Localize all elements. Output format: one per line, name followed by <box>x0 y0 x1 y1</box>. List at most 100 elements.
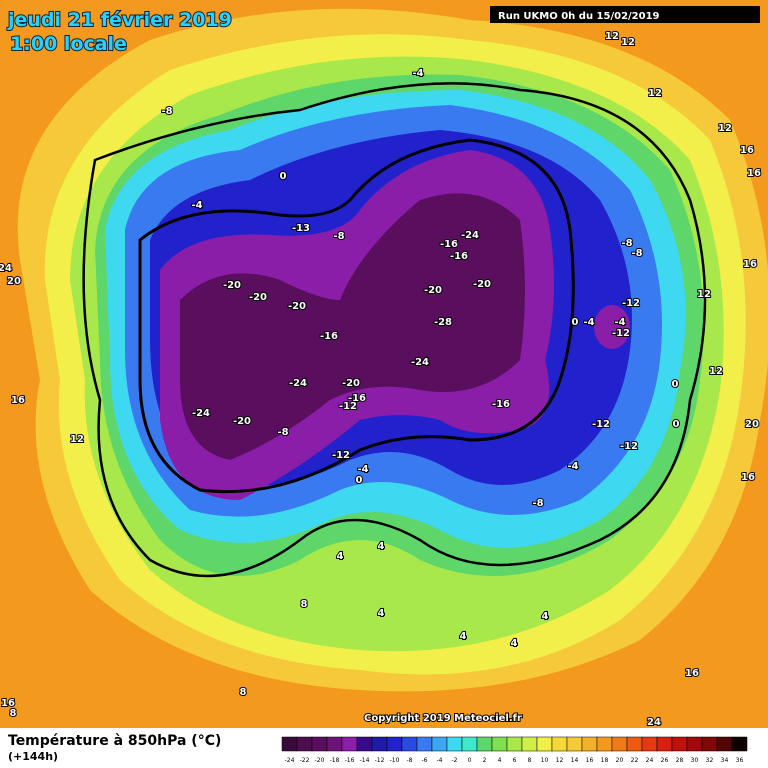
contour-label: -8 <box>621 238 632 249</box>
contour-label: 16 <box>747 168 761 179</box>
scale-tick: 8 <box>528 757 532 764</box>
scale-swatch <box>296 736 313 752</box>
contour-label: 8 <box>240 687 247 698</box>
contour-label: 4 <box>378 608 385 619</box>
scale-tick: 28 <box>676 757 684 764</box>
scale-swatch <box>656 736 673 752</box>
scale-swatch <box>611 736 628 752</box>
contour-label: -16 <box>492 399 510 410</box>
scale-tick: 26 <box>661 757 669 764</box>
contour-label: 4 <box>511 638 518 649</box>
contour-label: 4 <box>460 631 467 642</box>
scale-tick: 22 <box>631 757 639 764</box>
contour-label: 0 <box>673 419 680 430</box>
contour-label: 12 <box>605 31 619 42</box>
contour-label: 16 <box>740 145 754 156</box>
scale-swatch <box>686 736 703 752</box>
contour-label: -20 <box>473 279 491 290</box>
contour-label: -12 <box>612 328 630 339</box>
contour-label: 4 <box>378 541 385 552</box>
contour-label: -4 <box>357 464 368 475</box>
contour-label: 16 <box>685 668 699 679</box>
scale-swatch <box>731 736 748 752</box>
scale-tick: -20 <box>315 757 325 764</box>
scale-tick: 4 <box>498 757 502 764</box>
contour-label: 8 <box>10 708 17 719</box>
scale-tick: 20 <box>616 757 624 764</box>
contour-label: 0 <box>356 475 363 486</box>
copyright: Copyright 2019 Meteociel.fr <box>364 713 522 724</box>
contour-label: -12 <box>592 419 610 430</box>
contour-label: 16 <box>741 472 755 483</box>
contour-label: 24 <box>0 263 12 274</box>
scale-swatch <box>581 736 598 752</box>
contour-label: 24 <box>647 717 661 728</box>
scale-tick: 10 <box>541 757 549 764</box>
scale-swatch <box>716 736 733 752</box>
scale-swatch <box>506 736 523 752</box>
contour-label: -13 <box>292 223 310 234</box>
scale-tick: 2 <box>483 757 487 764</box>
scale-tick: 6 <box>513 757 517 764</box>
scale-tick: -14 <box>360 757 370 764</box>
scale-tick: 32 <box>706 757 714 764</box>
scale-swatch <box>701 736 718 752</box>
contour-label: -4 <box>567 461 578 472</box>
contour-line <box>82 82 707 578</box>
contour-label: 8 <box>301 599 308 610</box>
cold-pocket <box>594 305 630 349</box>
contour-label: 16 <box>11 395 25 406</box>
title-date: jeudi 21 février 2019 <box>7 9 232 31</box>
scale-tick: 18 <box>601 757 609 764</box>
contour-label: -20 <box>233 416 251 427</box>
scale-swatch <box>476 736 493 752</box>
scale-swatch <box>536 736 553 752</box>
scale-swatch <box>461 736 478 752</box>
contour-label: 4 <box>337 551 344 562</box>
scale-swatch <box>341 736 358 752</box>
scale-tick: 36 <box>736 757 744 764</box>
scale-tick: -18 <box>330 757 340 764</box>
scale-swatch <box>281 736 298 752</box>
contour-label: 12 <box>70 434 84 445</box>
contour-label: -20 <box>249 292 267 303</box>
contour-label: 4 <box>542 611 549 622</box>
scale-swatch <box>416 736 433 752</box>
scale-swatch <box>491 736 508 752</box>
scale-tick: -2 <box>452 757 458 764</box>
scale-tick: -22 <box>300 757 310 764</box>
contour-label: 12 <box>697 289 711 300</box>
contour-label: -28 <box>434 317 452 328</box>
scale-swatch <box>671 736 688 752</box>
contour-label: 12 <box>648 88 662 99</box>
scale-swatch <box>446 736 463 752</box>
scale-tick: -6 <box>422 757 428 764</box>
scale-swatch <box>431 736 448 752</box>
scale-tick: 0 <box>468 757 472 764</box>
scale-tick: -10 <box>390 757 400 764</box>
title-time: 1:00 locale <box>10 33 127 55</box>
contour-label: -4 <box>412 68 423 79</box>
contour-label: -12 <box>620 441 638 452</box>
scale-swatch <box>311 736 328 752</box>
contour-label: -8 <box>333 231 344 242</box>
contour-label: 0 <box>280 171 287 182</box>
scale-tick: -24 <box>285 757 295 764</box>
contour-label: 12 <box>709 366 723 377</box>
scale-tick: 34 <box>721 757 729 764</box>
contour-label: 12 <box>718 123 732 134</box>
contour-label: -12 <box>339 401 357 412</box>
scale-swatch <box>521 736 538 752</box>
contour-label: -8 <box>532 498 543 509</box>
contour-label: -16 <box>440 239 458 250</box>
scale-tick: 12 <box>556 757 564 764</box>
scale-tick: -8 <box>407 757 413 764</box>
contour-label: 0 <box>572 317 579 328</box>
scale-swatch <box>551 736 568 752</box>
contour-label: -12 <box>622 298 640 309</box>
lead-label: (+144h) <box>8 750 58 763</box>
contour-label: -4 <box>614 317 625 328</box>
scale-swatch <box>566 736 583 752</box>
